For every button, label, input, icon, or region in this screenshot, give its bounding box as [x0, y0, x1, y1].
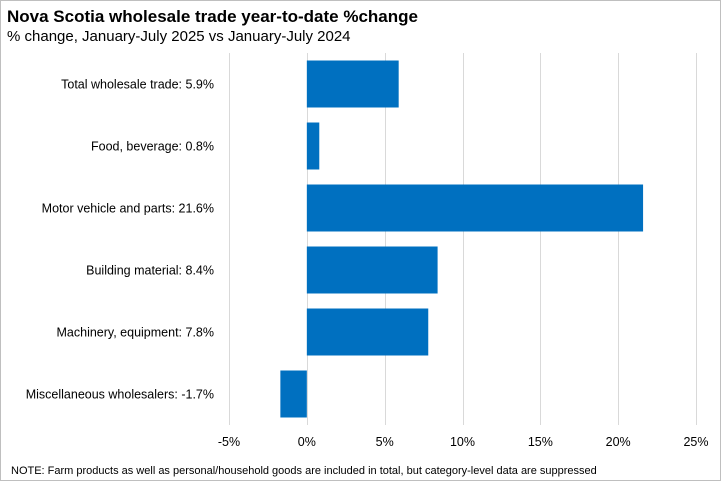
category-label: Machinery, equipment: 7.8%	[57, 326, 215, 340]
category-label: Total wholesale trade: 5.9%	[61, 78, 214, 92]
chart-title: Nova Scotia wholesale trade year-to-date…	[7, 7, 418, 26]
x-tick-label: 0%	[298, 435, 316, 449]
bar	[306, 308, 429, 356]
category-label: Building material: 8.4%	[86, 264, 214, 278]
bar	[306, 246, 438, 294]
x-tick-label: 20%	[606, 435, 631, 449]
x-tick-label: 5%	[376, 435, 394, 449]
category-label: Miscellaneous wholesalers: -1.7%	[26, 388, 214, 402]
gridlines	[229, 53, 697, 425]
x-tick-label: 10%	[450, 435, 475, 449]
bar	[306, 184, 644, 232]
bar	[280, 370, 307, 418]
x-tick-label: -5%	[218, 435, 240, 449]
chart-note: NOTE: Farm products as well as personal/…	[11, 465, 597, 477]
category-labels: Total wholesale trade: 5.9% Food, beverag…	[26, 78, 214, 402]
x-tick-label: 25%	[683, 435, 708, 449]
bar	[306, 60, 399, 108]
x-axis-tick-labels: -5% 0% 5% 10% 15% 20% 25%	[218, 435, 709, 449]
bars	[280, 60, 644, 418]
chart-subtitle: % change, January-July 2025 vs January-J…	[7, 28, 351, 45]
category-label: Motor vehicle and parts: 21.6%	[42, 202, 214, 216]
bar	[306, 122, 320, 170]
x-tick-label: 15%	[528, 435, 553, 449]
category-label: Food, beverage: 0.8%	[91, 140, 214, 154]
